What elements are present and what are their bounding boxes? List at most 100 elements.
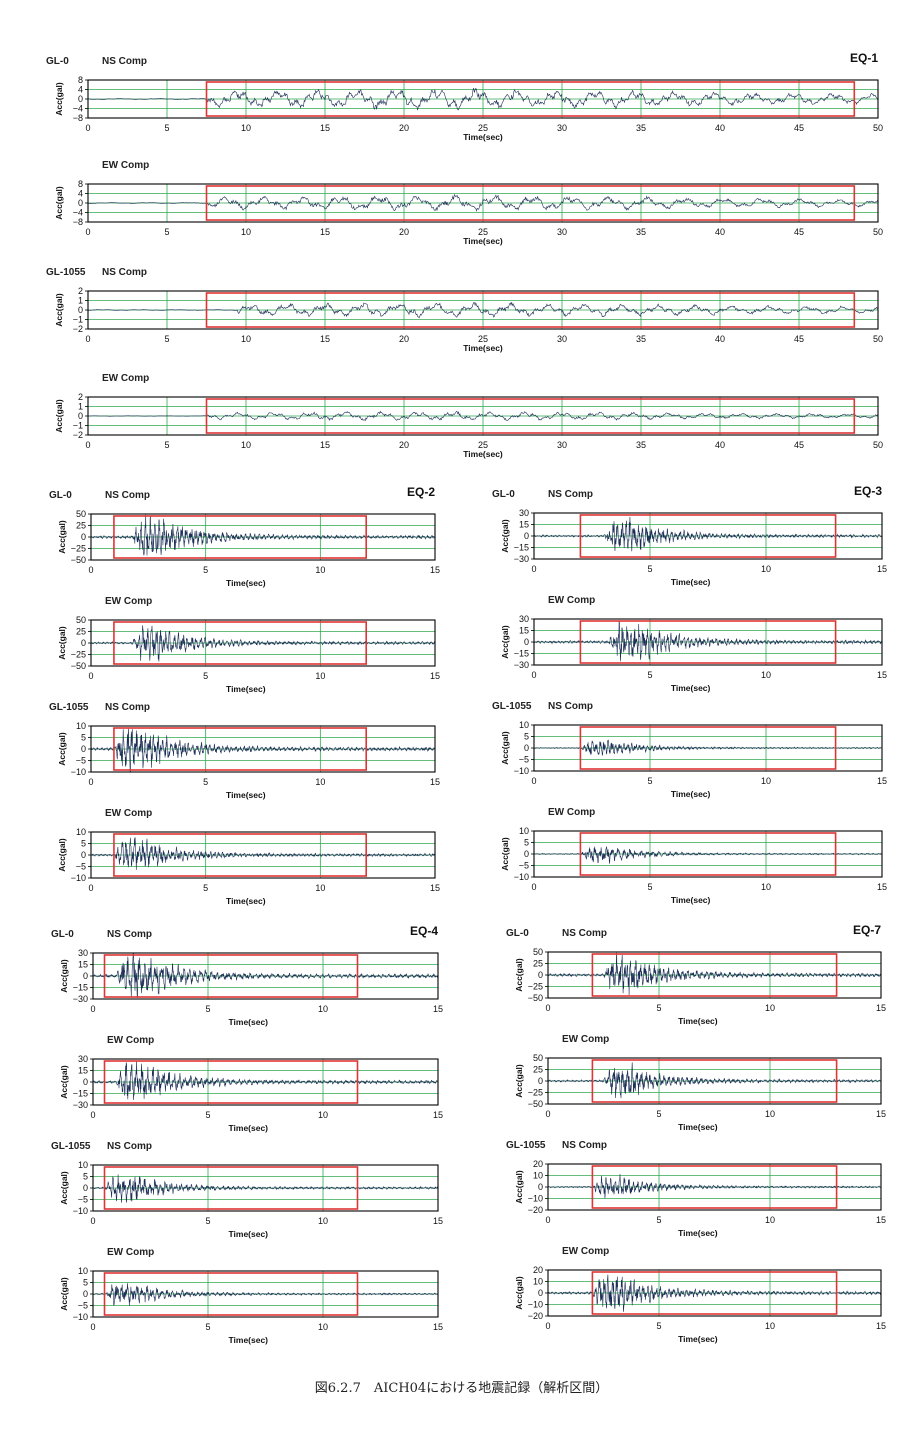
analysis-window xyxy=(103,1272,359,1316)
x-tick-label: 10 xyxy=(241,334,251,344)
analysis-window xyxy=(113,833,367,877)
y-tick-label: 50 xyxy=(76,615,86,625)
x-tick-label: 15 xyxy=(876,1215,886,1225)
analysis-window xyxy=(205,185,856,221)
y-axis-label: Acc(gal) xyxy=(57,732,67,766)
y-tick-label: 10 xyxy=(519,826,529,836)
waveform-trace xyxy=(533,516,883,552)
y-axis-label: Acc(gal) xyxy=(54,293,64,327)
x-tick-label: 5 xyxy=(647,564,652,574)
x-tick-label: 10 xyxy=(315,883,325,893)
x-axis-label: Time(sec) xyxy=(228,1017,268,1027)
y-tick-label: 10 xyxy=(533,1171,543,1181)
x-tick-label: 0 xyxy=(90,1004,95,1014)
y-axis-label: Acc(gal) xyxy=(59,959,69,993)
component-label: NS Comp xyxy=(105,702,150,713)
y-tick-label: −25 xyxy=(71,650,86,660)
y-tick-label: 0 xyxy=(538,970,543,980)
x-tick-label: 35 xyxy=(636,440,646,450)
y-axis-label: Acc(gal) xyxy=(57,626,67,660)
location-label: GL-1055 xyxy=(49,702,89,713)
x-tick-label: 50 xyxy=(873,123,883,133)
x-tick-label: 10 xyxy=(315,671,325,681)
y-tick-label: −15 xyxy=(514,543,529,553)
y-tick-label: 4 xyxy=(78,85,83,95)
waveform-trace xyxy=(92,953,439,999)
analysis-window xyxy=(103,1060,359,1104)
x-tick-label: 15 xyxy=(433,1004,443,1014)
x-tick-label: 0 xyxy=(88,671,93,681)
component-label: NS Comp xyxy=(107,929,152,940)
x-axis-label: Time(sec) xyxy=(671,895,711,905)
x-tick-label: 45 xyxy=(794,440,804,450)
y-tick-label: −30 xyxy=(73,994,88,1004)
x-axis-label: Time(sec) xyxy=(226,896,266,906)
y-tick-label: 25 xyxy=(76,627,86,637)
y-tick-label: −30 xyxy=(514,554,529,564)
y-tick-label: 0 xyxy=(81,744,86,754)
x-axis-label: Time(sec) xyxy=(671,789,711,799)
y-tick-label: 30 xyxy=(519,508,529,518)
y-axis-label: Acc(gal) xyxy=(514,1276,524,1310)
x-tick-label: 5 xyxy=(164,334,169,344)
x-tick-label: 10 xyxy=(761,670,771,680)
x-tick-label: 0 xyxy=(90,1322,95,1332)
x-tick-label: 5 xyxy=(647,882,652,892)
x-tick-label: 0 xyxy=(545,1003,550,1013)
x-tick-label: 0 xyxy=(85,334,90,344)
event-label: EQ-3 xyxy=(854,484,882,498)
x-tick-label: 10 xyxy=(765,1215,775,1225)
x-tick-label: 10 xyxy=(765,1003,775,1013)
y-tick-label: 0 xyxy=(524,849,529,859)
y-tick-label: 30 xyxy=(519,614,529,624)
location-label: GL-0 xyxy=(49,490,72,501)
waveform-trace xyxy=(547,1062,882,1099)
component-label: EW Comp xyxy=(102,373,149,384)
analysis-window xyxy=(113,727,367,771)
x-tick-label: 5 xyxy=(164,227,169,237)
x-tick-label: 35 xyxy=(636,227,646,237)
y-tick-label: −4 xyxy=(73,104,83,114)
x-tick-label: 10 xyxy=(241,440,251,450)
x-tick-label: 0 xyxy=(85,227,90,237)
component-label: NS Comp xyxy=(562,1140,607,1151)
x-axis-label: Time(sec) xyxy=(671,683,711,693)
waveform-trace xyxy=(92,1283,439,1307)
y-tick-label: −5 xyxy=(78,1301,88,1311)
y-tick-label: −8 xyxy=(73,217,83,227)
waveform-trace xyxy=(547,952,882,996)
waveform-trace xyxy=(88,194,879,212)
x-tick-label: 15 xyxy=(433,1216,443,1226)
component-label: EW Comp xyxy=(562,1034,609,1045)
x-tick-label: 5 xyxy=(164,123,169,133)
x-tick-label: 15 xyxy=(877,670,887,680)
y-tick-label: 0 xyxy=(83,971,88,981)
x-axis-label: Time(sec) xyxy=(228,1123,268,1133)
x-tick-label: 5 xyxy=(647,670,652,680)
y-axis-label: Acc(gal) xyxy=(514,1064,524,1098)
x-tick-label: 40 xyxy=(715,123,725,133)
y-tick-label: −2 xyxy=(73,430,83,440)
x-tick-label: 40 xyxy=(715,440,725,450)
waveform-trace xyxy=(87,302,879,319)
x-tick-label: 5 xyxy=(164,440,169,450)
x-tick-label: 20 xyxy=(399,334,409,344)
x-tick-label: 45 xyxy=(794,334,804,344)
y-tick-label: −10 xyxy=(71,873,86,883)
analysis-window xyxy=(103,954,359,998)
y-tick-label: 30 xyxy=(78,948,88,958)
x-axis-label: Time(sec) xyxy=(678,1228,718,1238)
waveform-trace xyxy=(90,625,436,662)
x-axis-label: Time(sec) xyxy=(226,790,266,800)
x-tick-label: 15 xyxy=(877,564,887,574)
component-label: NS Comp xyxy=(562,928,607,939)
y-tick-label: 25 xyxy=(533,959,543,969)
y-tick-label: 10 xyxy=(78,1266,88,1276)
y-tick-label: −25 xyxy=(528,982,543,992)
